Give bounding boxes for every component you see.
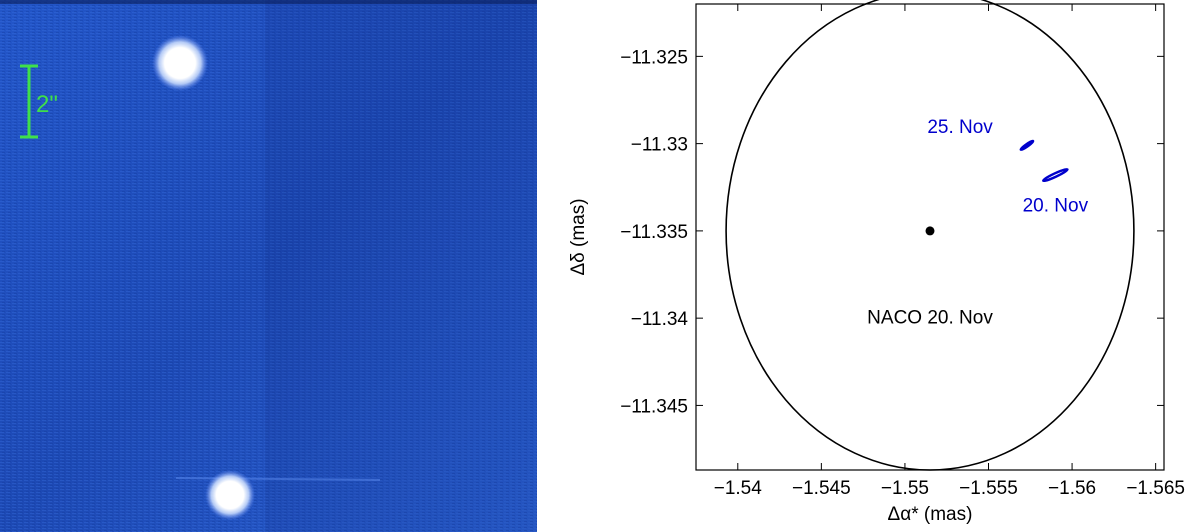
x-tick-label: −1.565 — [1126, 478, 1185, 499]
astronomical-image-panel: 2" — [0, 0, 537, 532]
image-top-edge — [0, 0, 537, 4]
data-point — [925, 226, 935, 236]
error-ellipse-25-nov — [1019, 139, 1035, 151]
error-ellipse-20-nov — [1042, 167, 1069, 183]
astrometry-chart-panel: −1.54 −1.545 −1.55 −1.555 −1.56 −1.565 −11.325… — [560, 0, 1196, 532]
y-tick-label: −11.33 — [631, 135, 688, 156]
error-ellipse-naco-20-nov — [725, 0, 1135, 471]
astronomical-image: 2" — [0, 0, 537, 532]
annotation-20-nov: 20. Nov — [1023, 196, 1089, 217]
star-upper — [152, 35, 208, 91]
image-dark-region — [265, 0, 537, 532]
y-tick-label: −11.34 — [631, 309, 689, 330]
y-axis-label: Δδ (mas) — [568, 198, 589, 275]
y-tick-label: −11.345 — [620, 396, 688, 417]
scale-bar: 2" — [20, 64, 58, 139]
plot-frame — [695, 3, 1165, 471]
x-tick-label: −1.56 — [1048, 478, 1096, 499]
x-axis-label: Δα* (mas) — [888, 504, 973, 525]
x-tick-label: −1.55 — [881, 478, 929, 499]
y-tick-label: −11.335 — [620, 222, 688, 243]
annotation-naco-20-nov: NACO 20. Nov — [867, 307, 993, 328]
x-tick-label: −1.54 — [714, 478, 763, 499]
y-tick-label: −11.325 — [620, 47, 688, 68]
astrometry-chart: −1.54 −1.545 −1.55 −1.555 −1.56 −1.565 −11.325… — [568, 0, 1185, 525]
star-lower — [205, 470, 255, 520]
x-tick-label: −1.545 — [792, 478, 851, 499]
annotation-25-nov: 25. Nov — [927, 117, 993, 138]
x-tick-label: −1.555 — [959, 478, 1018, 499]
scale-bar-label: 2" — [36, 91, 58, 118]
image-noise — [0, 0, 537, 532]
star-lower-streak — [175, 477, 381, 481]
